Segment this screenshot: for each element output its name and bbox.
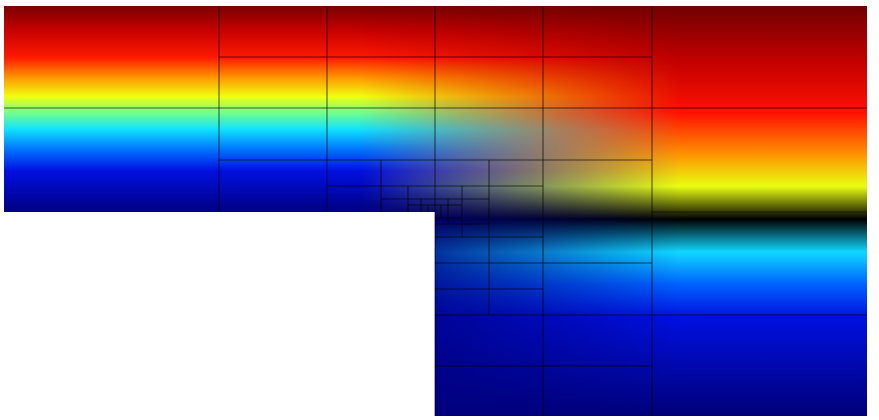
mesh [4,6,867,416]
